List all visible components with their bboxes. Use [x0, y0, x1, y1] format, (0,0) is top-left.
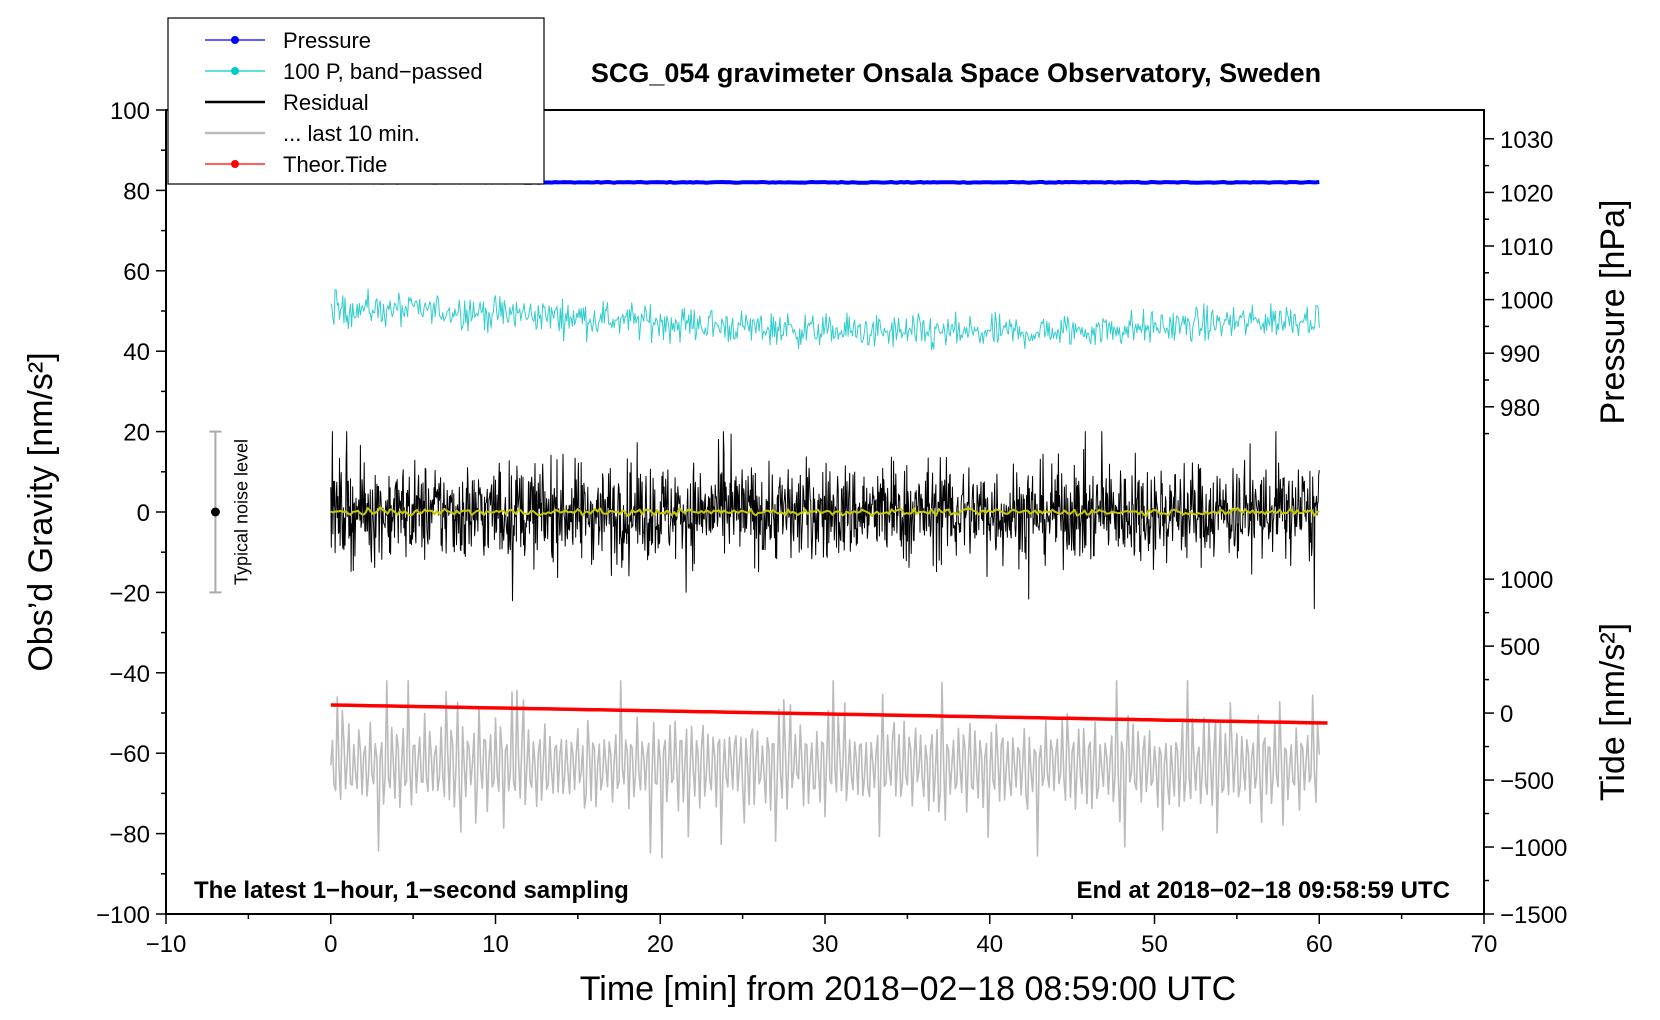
x-tick-label: 60	[1306, 931, 1333, 958]
pressure-tick-label: 1000	[1500, 288, 1553, 315]
x-tick-label: 30	[812, 931, 839, 958]
y-tick-label: −60	[109, 741, 150, 768]
y-tick-label: 20	[123, 420, 150, 447]
legend-marker	[231, 36, 239, 44]
annotation-right: End at 2018−02−18 09:58:59 UTC	[1076, 877, 1450, 904]
y-tick-label: −40	[109, 661, 150, 688]
y-axis-label-tide: Tide [nm/s²]	[1594, 623, 1632, 801]
pressure-tick-label: 1030	[1500, 127, 1553, 154]
pressure-tick-label: 1010	[1500, 234, 1553, 261]
pressure-tick-label: 1020	[1500, 180, 1553, 207]
y-axis-label-pressure: Pressure [hPa]	[1594, 200, 1632, 425]
legend-marker	[231, 67, 239, 75]
noise-bar-label: Typical noise level	[231, 439, 251, 585]
legend-marker	[231, 160, 239, 168]
noise-level-indicator: Typical noise level	[209, 430, 251, 594]
y-tick-label: 80	[123, 178, 150, 205]
legend: Pressure 100 P, band−passed Residual ... la…	[167, 17, 545, 185]
legend-label: ... last 10 min.	[283, 121, 420, 146]
legend-label: Pressure	[283, 28, 371, 53]
tide-tick-label: −1500	[1500, 902, 1567, 929]
x-tick-label: 20	[647, 931, 674, 958]
tide-tick-label: 1000	[1500, 567, 1553, 594]
series-theoretical-tide	[330, 703, 1328, 725]
tide-tick-label: 0	[1500, 701, 1513, 728]
legend-label: Residual	[283, 90, 369, 115]
x-tick-label: 10	[482, 931, 509, 958]
x-tick-label: 0	[324, 931, 337, 958]
tide-tick-label: −1000	[1500, 835, 1567, 862]
y-tick-label: 0	[137, 500, 150, 527]
series-layer	[330, 180, 1328, 859]
legend-label: 100 P, band−passed	[283, 59, 483, 84]
tide-tick-label: −500	[1500, 768, 1554, 795]
y-tick-label: −80	[109, 822, 150, 849]
x-tick-label: −10	[146, 931, 187, 958]
legend-label: Theor.Tide	[283, 152, 387, 177]
tide-tick-label: 500	[1500, 634, 1540, 661]
pressure-tick-label: 980	[1500, 395, 1540, 422]
y-tick-label: 100	[110, 98, 150, 125]
y-axis-tide: −1500 −1000 −500 0 500 1000	[1484, 567, 1567, 929]
y-axis-gravity: −100 −80 −60 −40 −20 0 20 40 60 80 100	[96, 98, 166, 929]
pressure-tick-label: 990	[1500, 341, 1540, 368]
y-tick-label: −20	[109, 580, 150, 607]
noise-bar-dot	[210, 507, 220, 517]
series-pressure-bandpassed	[330, 288, 1320, 351]
series-last-10-min	[330, 680, 1321, 859]
y-tick-label: 60	[123, 259, 150, 286]
chart-title: SCG_054 gravimeter Onsala Space Observat…	[591, 58, 1321, 88]
series-residual	[330, 431, 1320, 609]
x-tick-label: 50	[1141, 931, 1168, 958]
y-tick-label: −100	[96, 902, 150, 929]
x-tick-label: 40	[976, 931, 1003, 958]
x-axis: −10 0 10 20 30 40 50 60 70	[146, 914, 1498, 958]
x-tick-label: 70	[1471, 931, 1498, 958]
annotation-left: The latest 1−hour, 1−second sampling	[194, 877, 629, 904]
y-tick-label: 40	[123, 339, 150, 366]
series-residual-smoothed	[330, 506, 1320, 518]
y-axis-pressure: 980 990 1000 1010 1020 1030	[1484, 127, 1553, 435]
x-axis-label: Time [min] from 2018−02−18 08:59:00 UTC	[580, 970, 1236, 1008]
y-axis-label-gravity: Obs’d Gravity [nm/s²]	[22, 352, 60, 671]
